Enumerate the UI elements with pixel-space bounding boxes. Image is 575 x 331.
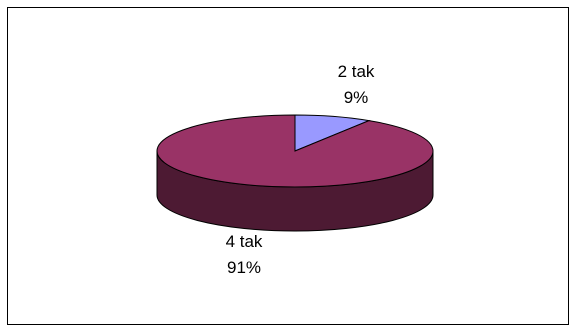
pie-labels: 2 tak 9% 4 tak 91% [226,62,375,277]
slice-category-label: 4 tak [226,232,263,251]
slice-value-label: 91% [227,258,261,277]
pie-slice-1 [156,114,434,188]
pie-tops [156,114,434,188]
slice-category-label: 2 tak [338,62,375,81]
slice-value-label: 9% [344,88,369,107]
